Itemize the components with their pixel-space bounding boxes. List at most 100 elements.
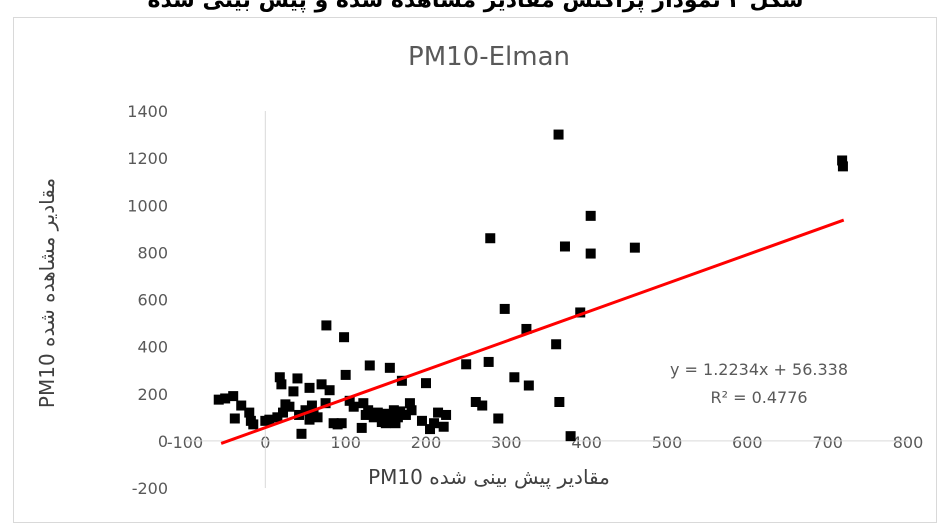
scatter-point xyxy=(400,409,411,420)
y-tick-label: 800 xyxy=(137,243,168,262)
scatter-point xyxy=(390,418,401,429)
scatter-chart: PM10-Elman -200 0 200 400 600 800 1000 1200 1400… xyxy=(35,42,923,498)
x-axis-title: مقادیر پیش بینی شده PM10 xyxy=(368,465,610,490)
scatter-point xyxy=(416,415,427,426)
scatter-point xyxy=(837,161,848,172)
x-tick-label: 400 xyxy=(571,433,602,452)
scatter-point xyxy=(521,323,532,334)
scatter-point xyxy=(438,421,449,432)
scatter-point xyxy=(364,360,375,371)
scatter-point xyxy=(300,405,311,416)
scatter-point xyxy=(470,396,481,407)
scatter-point xyxy=(425,424,436,435)
scatter-point xyxy=(229,413,240,424)
scatter-point xyxy=(348,401,359,412)
scatter-point xyxy=(483,356,494,367)
x-axis-tick-labels: -100 0 100 200 300 400 500 600 700 800 xyxy=(167,433,923,452)
scatter-point xyxy=(404,398,415,409)
scatter-point xyxy=(585,248,596,259)
scatter-point xyxy=(304,382,315,393)
scatter-point xyxy=(392,412,403,423)
x-tick-label: 700 xyxy=(812,433,843,452)
scatter-point xyxy=(321,320,332,331)
y-tick-label: 1200 xyxy=(127,149,168,168)
scatter-point xyxy=(344,395,355,406)
scatter-point xyxy=(559,241,570,252)
scatter-point xyxy=(213,394,224,405)
y-tick-label: -200 xyxy=(132,479,168,498)
scatter-point xyxy=(551,339,562,350)
x-tick-label: 600 xyxy=(732,433,763,452)
scatter-point xyxy=(384,362,395,373)
scatter-point xyxy=(356,422,367,433)
y-axis-tick-labels: -200 0 200 400 600 800 1000 1200 1400 xyxy=(127,102,168,498)
scatter-point xyxy=(296,428,307,439)
scatter-point xyxy=(629,242,640,253)
scatter-point xyxy=(441,409,452,420)
scatter-point xyxy=(493,413,504,424)
data-points xyxy=(213,129,848,442)
scatter-point xyxy=(429,418,440,429)
scatter-point xyxy=(363,405,374,416)
y-axis-title: مقادیر مشاهده شده PM10 xyxy=(35,178,59,408)
scatter-point xyxy=(340,369,351,380)
trendline xyxy=(220,218,845,445)
scatter-point xyxy=(553,129,564,140)
scatter-point xyxy=(316,379,327,390)
scatter-point xyxy=(575,307,586,318)
x-tick-label: 800 xyxy=(893,433,924,452)
scatter-point xyxy=(324,385,335,396)
scatter-point xyxy=(406,405,417,416)
scatter-point xyxy=(396,375,407,386)
y-tick-label: 0 xyxy=(158,432,168,451)
scatter-point xyxy=(477,400,488,411)
y-tick-label: 200 xyxy=(137,385,168,404)
scatter-point xyxy=(248,419,259,430)
scatter-point xyxy=(523,380,534,391)
scatter-point xyxy=(220,393,231,404)
x-tick-label: 500 xyxy=(652,433,683,452)
scatter-point xyxy=(264,414,275,425)
scatter-point xyxy=(336,418,347,429)
trendline-equation: y = 1.2234x + 56.338 xyxy=(670,360,848,379)
y-tick-label: 1400 xyxy=(127,102,168,121)
y-tick-label: 600 xyxy=(137,291,168,310)
scatter-point xyxy=(509,372,520,383)
scatter-point xyxy=(433,407,444,418)
scatter-point xyxy=(372,407,383,418)
scatter-point xyxy=(461,359,472,370)
scatter-point xyxy=(388,405,399,416)
scatter-point xyxy=(380,418,391,429)
scatter-point xyxy=(306,400,317,411)
scatter-point xyxy=(244,407,255,418)
scatter-point xyxy=(272,412,283,423)
scatter-point xyxy=(585,210,596,221)
r-squared-label: R² = 0.4776 xyxy=(710,388,807,407)
scatter-point xyxy=(395,406,406,417)
scatter-point xyxy=(278,407,289,418)
scatter-point xyxy=(274,372,285,383)
scatter-point xyxy=(837,155,848,166)
scatter-point xyxy=(554,396,565,407)
scatter-point xyxy=(485,233,496,244)
x-tick-label: 200 xyxy=(411,433,442,452)
scatter-point xyxy=(276,379,287,390)
scatter-point xyxy=(565,431,576,442)
y-tick-label: 400 xyxy=(137,338,168,357)
x-tick-label: 100 xyxy=(330,433,361,452)
scatter-point xyxy=(320,398,331,409)
x-tick-label: -100 xyxy=(167,433,203,452)
y-tick-label: 1000 xyxy=(127,196,168,215)
scatter-point xyxy=(499,303,510,314)
chart-area: PM10-Elman -200 0 200 400 600 800 1000 1200 1400… xyxy=(13,17,937,523)
scatter-point xyxy=(228,391,239,402)
x-tick-label: 300 xyxy=(491,433,522,452)
scatter-point xyxy=(339,332,350,343)
chart-title: PM10-Elman xyxy=(408,42,570,72)
scatter-point xyxy=(421,378,431,389)
scatter-point xyxy=(382,408,393,419)
scatter-point xyxy=(288,386,299,397)
scatter-point xyxy=(312,412,323,423)
scatter-point xyxy=(236,400,247,411)
scatter-point xyxy=(292,373,303,384)
